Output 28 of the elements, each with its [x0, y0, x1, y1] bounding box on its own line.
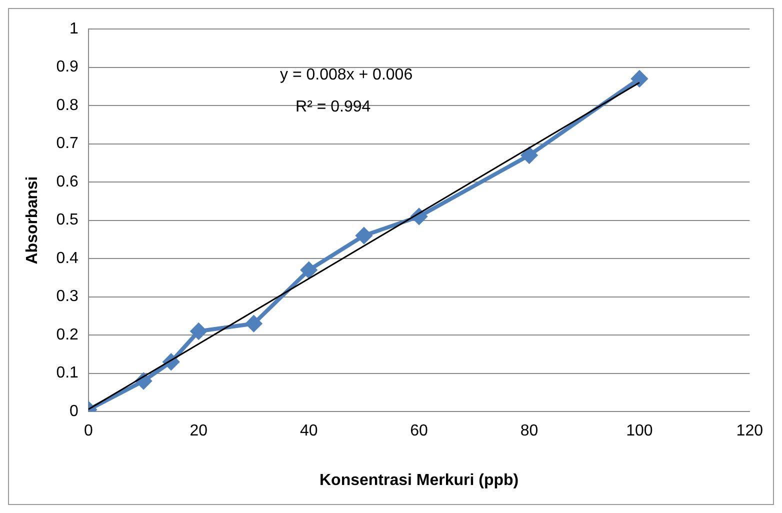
y-tick-label: 0.8 [56, 96, 79, 114]
x-tick-label: 120 [736, 422, 764, 440]
point [631, 70, 648, 87]
y-tick-label: 0.6 [56, 173, 79, 190]
annotation: y = 0.008x + 0.006 [280, 66, 413, 84]
x-tick-label: 40 [300, 422, 318, 440]
y-tick-label: 1 [70, 20, 79, 38]
y-tick-label: 0.5 [56, 212, 79, 229]
point [521, 147, 538, 164]
y-tick-label: 0.9 [56, 58, 79, 76]
y-tick-label: 0.1 [56, 364, 79, 382]
x-tick-label: 0 [84, 422, 93, 440]
annotation: R² = 0.994 [296, 98, 371, 116]
point [300, 262, 317, 278]
y-axis-title: Absorbansi [24, 176, 42, 264]
point [190, 323, 207, 340]
y-tick-label: 0.4 [56, 250, 79, 267]
x-tick-label: 100 [626, 422, 653, 440]
y-tick-label: 0.3 [56, 288, 79, 306]
x-tick-label: 60 [410, 422, 428, 440]
y-tick-label: 0 [70, 403, 79, 420]
y-tick-label: 0.7 [56, 135, 79, 152]
point [246, 316, 262, 332]
x-tick-label: 80 [520, 422, 538, 440]
x-tick-label: 20 [190, 422, 208, 440]
y-tick-label: 0.2 [56, 326, 79, 344]
x-axis-title: Konsentrasi Merkuri (ppb) [319, 472, 519, 489]
point [356, 228, 372, 244]
